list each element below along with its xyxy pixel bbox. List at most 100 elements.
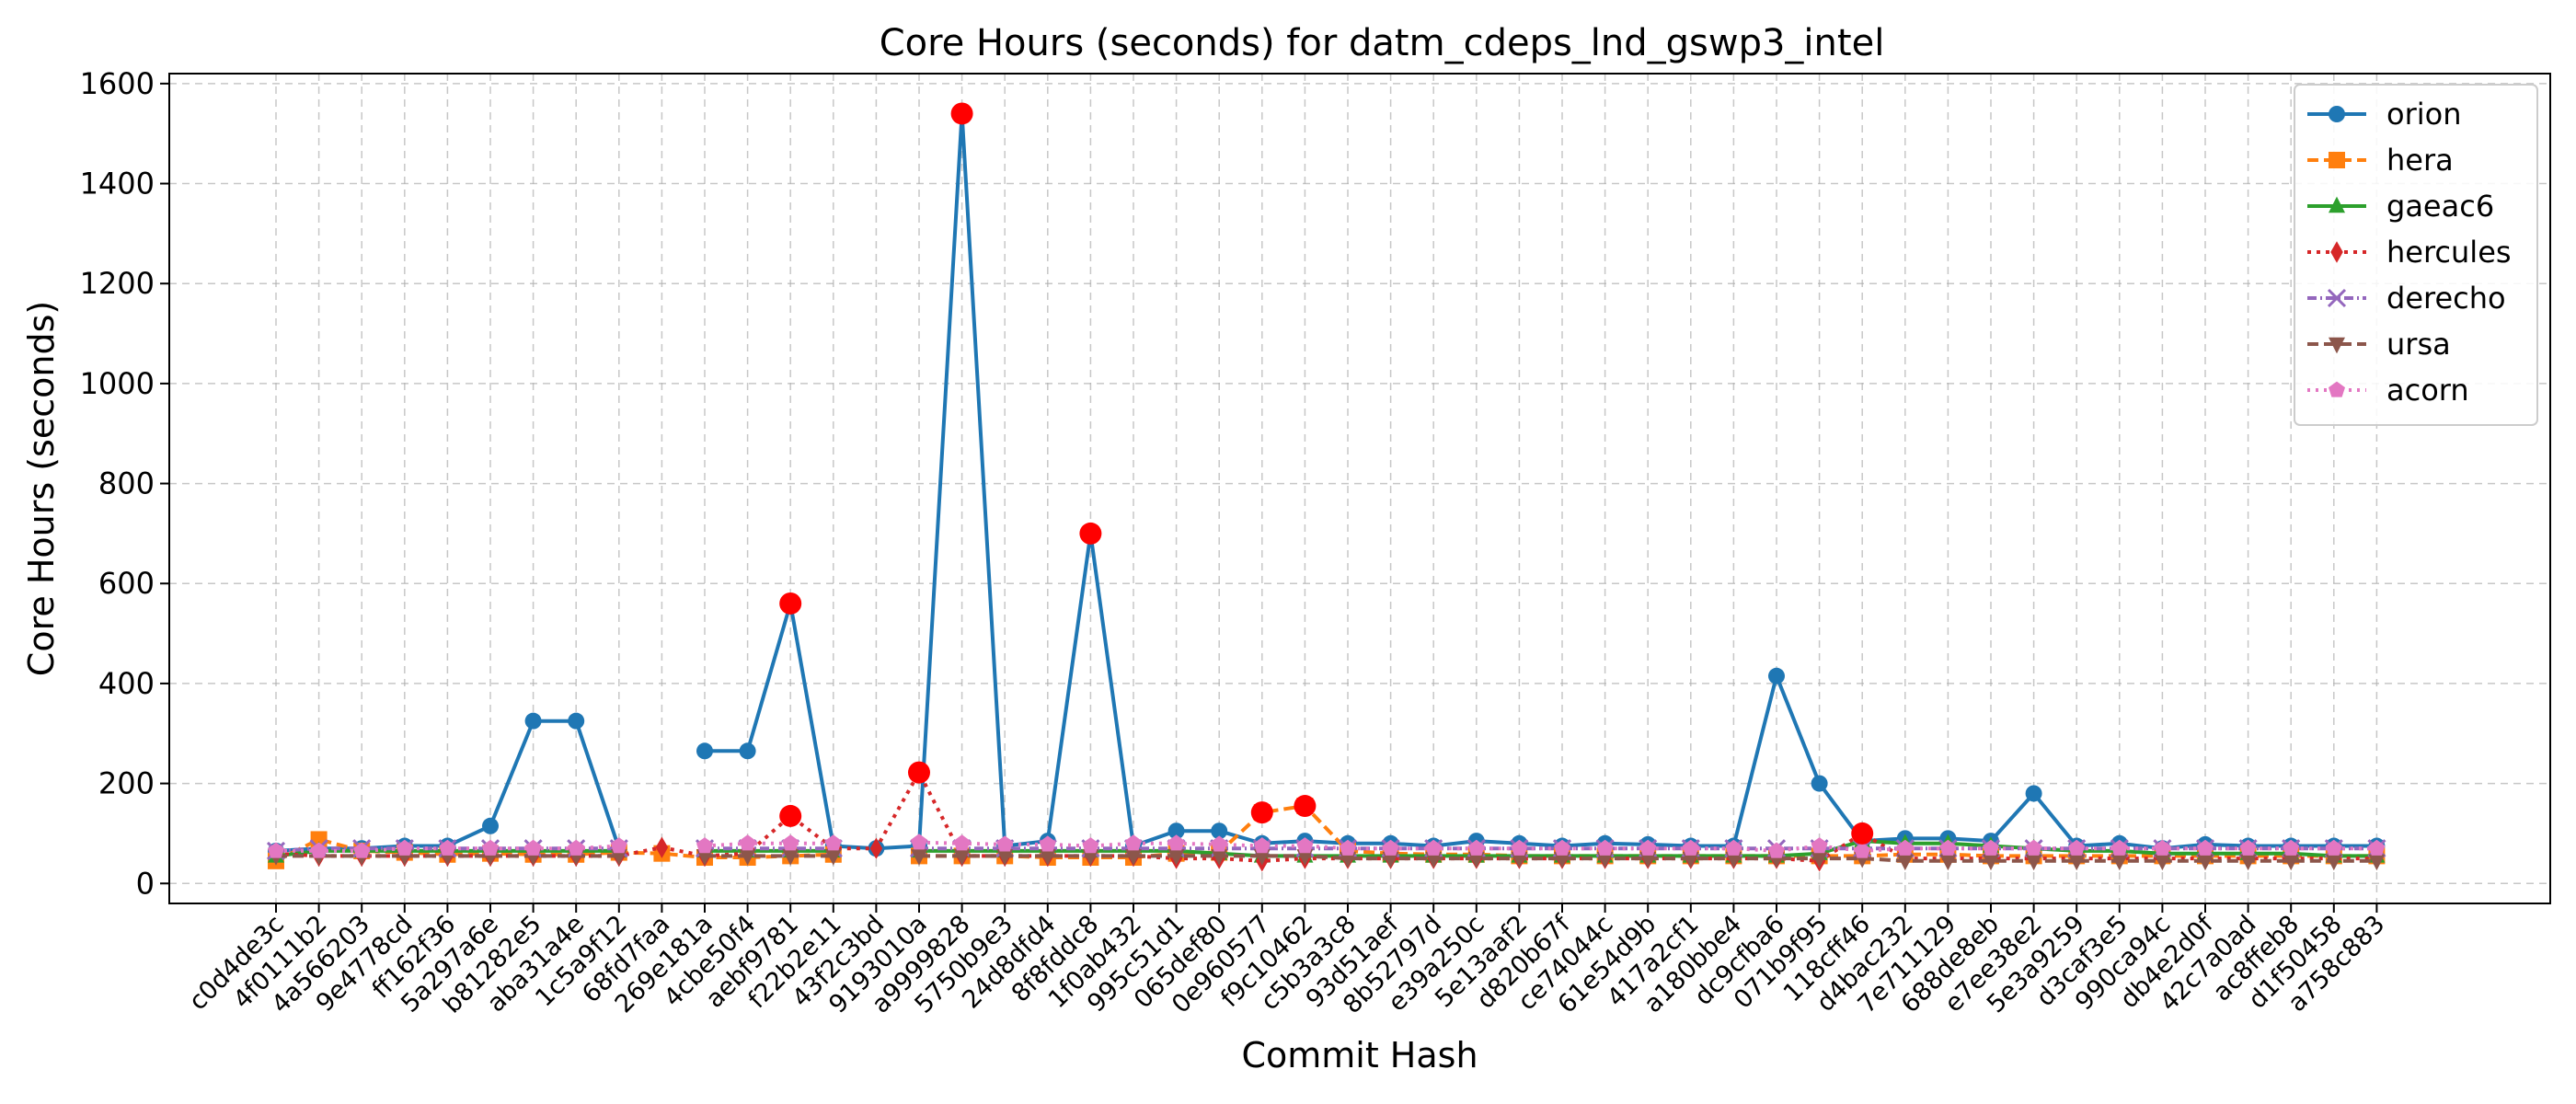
y-tick-label: 400 bbox=[98, 666, 155, 701]
legend-label: hercules bbox=[2386, 235, 2512, 270]
legend-label: derecho bbox=[2386, 281, 2506, 316]
data-point bbox=[739, 742, 756, 760]
data-point bbox=[1211, 835, 1228, 852]
data-point bbox=[2329, 106, 2345, 122]
data-point bbox=[1039, 849, 1056, 866]
data-point bbox=[1639, 851, 1657, 868]
highlight-point bbox=[950, 102, 973, 125]
data-point bbox=[2239, 854, 2257, 871]
legend-entry-hera: hera bbox=[2307, 143, 2454, 178]
highlight-point bbox=[1250, 801, 1273, 824]
legend-label: orion bbox=[2386, 97, 2461, 132]
data-point bbox=[2025, 839, 2042, 856]
data-point bbox=[1768, 842, 1785, 858]
highlight-point bbox=[1079, 522, 1102, 545]
data-point bbox=[2329, 381, 2345, 397]
data-point bbox=[1382, 839, 1399, 856]
data-point bbox=[2368, 854, 2386, 871]
y-tick-label: 200 bbox=[98, 766, 155, 801]
data-point bbox=[1854, 842, 1871, 858]
data-point bbox=[1511, 839, 1528, 856]
highlight-point bbox=[779, 804, 802, 827]
data-point bbox=[310, 842, 328, 858]
data-point bbox=[1253, 837, 1271, 854]
data-point bbox=[1811, 775, 1828, 792]
legend-entry-gaeac6: gaeac6 bbox=[2307, 189, 2494, 224]
legend-label: hera bbox=[2386, 143, 2454, 178]
data-point bbox=[739, 849, 756, 866]
data-point bbox=[1896, 854, 1914, 871]
data-point bbox=[482, 817, 499, 834]
data-point bbox=[2329, 196, 2345, 213]
data-point bbox=[1725, 851, 1742, 868]
data-point bbox=[1340, 839, 1356, 856]
data-point bbox=[2154, 854, 2171, 871]
data-point bbox=[2197, 854, 2214, 871]
y-tick-label: 1000 bbox=[80, 366, 155, 401]
data-point bbox=[1811, 851, 1828, 868]
plot-frame bbox=[168, 73, 2551, 904]
data-point bbox=[2327, 288, 2347, 308]
legend-entry-derecho: derecho bbox=[2307, 281, 2506, 316]
data-point bbox=[1939, 854, 1957, 871]
y-tick-label: 1400 bbox=[80, 167, 155, 201]
data-point bbox=[1811, 837, 1828, 854]
y-tick-label: 0 bbox=[136, 866, 155, 901]
data-point bbox=[1167, 834, 1185, 851]
data-point bbox=[2025, 854, 2042, 871]
data-point bbox=[1382, 851, 1399, 868]
data-point bbox=[1296, 837, 1314, 854]
data-point bbox=[2068, 839, 2086, 856]
data-point bbox=[439, 839, 456, 856]
y-axis-title: Core Hours (seconds) bbox=[21, 301, 62, 676]
data-point bbox=[1554, 851, 1570, 868]
legend-box bbox=[2294, 84, 2538, 426]
data-point bbox=[568, 839, 585, 856]
data-point bbox=[696, 849, 713, 866]
data-point bbox=[1039, 835, 1056, 852]
data-point bbox=[2325, 839, 2342, 856]
data-point bbox=[1983, 854, 1999, 871]
data-point bbox=[2239, 839, 2257, 856]
data-point bbox=[524, 839, 542, 856]
data-point bbox=[869, 837, 883, 859]
data-point bbox=[1467, 839, 1485, 856]
highlight-point bbox=[1851, 822, 1874, 845]
data-point bbox=[1340, 851, 1356, 868]
data-point bbox=[1167, 822, 1185, 840]
data-point bbox=[1639, 839, 1657, 856]
data-point bbox=[1211, 822, 1228, 840]
highlight-point bbox=[1294, 795, 1317, 818]
y-tick-label: 1600 bbox=[80, 66, 155, 101]
y-tick-label: 1200 bbox=[80, 266, 155, 301]
data-point bbox=[1125, 849, 1142, 866]
data-point bbox=[2197, 839, 2214, 856]
plot-area bbox=[266, 102, 2386, 872]
data-point bbox=[1596, 839, 1614, 856]
data-point bbox=[1425, 851, 1443, 868]
data-point bbox=[1253, 849, 1271, 866]
data-point bbox=[1554, 839, 1570, 856]
series-acorn bbox=[268, 834, 2386, 858]
data-point bbox=[1725, 839, 1742, 856]
data-point bbox=[696, 837, 713, 854]
legend-label: ursa bbox=[2386, 327, 2451, 362]
legend-entry-hercules: hercules bbox=[2307, 235, 2512, 270]
data-point bbox=[739, 834, 756, 851]
data-point bbox=[996, 849, 1014, 866]
grid bbox=[169, 74, 2550, 903]
chart-title: Core Hours (seconds) for datm_cdeps_lnd_… bbox=[880, 22, 1885, 64]
data-point bbox=[2283, 854, 2300, 871]
data-point bbox=[568, 712, 585, 730]
data-point bbox=[782, 849, 799, 866]
data-point bbox=[2368, 839, 2386, 856]
data-point bbox=[610, 849, 627, 866]
data-point bbox=[353, 842, 371, 858]
data-point bbox=[824, 849, 842, 866]
data-point bbox=[2154, 839, 2171, 856]
data-point bbox=[610, 837, 627, 854]
data-point bbox=[396, 839, 413, 856]
data-point bbox=[1082, 837, 1099, 854]
x-axis-title: Commit Hash bbox=[1241, 1035, 1478, 1075]
data-point bbox=[2110, 854, 2128, 871]
